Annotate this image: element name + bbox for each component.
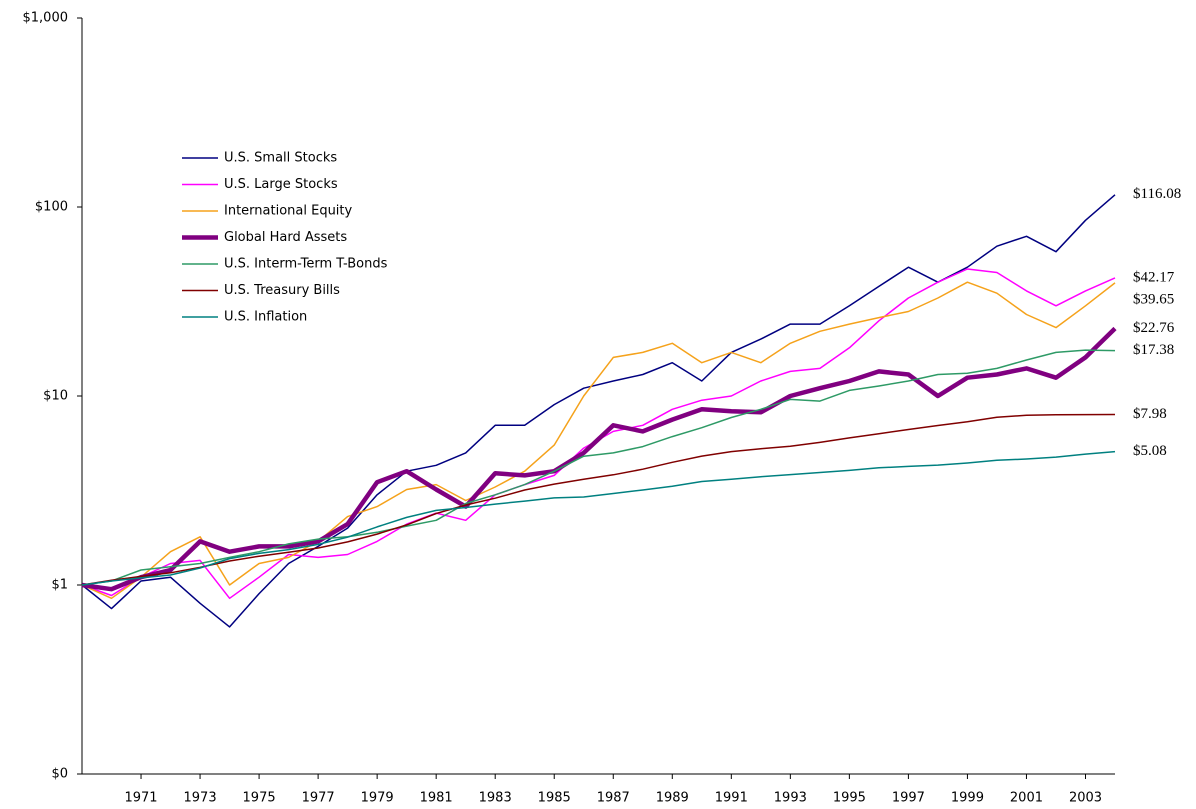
series-line: [81, 413, 1116, 586]
x-tick-label: 1975: [243, 791, 276, 806]
legend-label: International Equity: [224, 204, 353, 219]
value-label: $42.17: [1133, 269, 1175, 285]
y-tick-label: $0: [51, 767, 68, 782]
series-line: [81, 326, 1117, 592]
y-tick-label: $100: [35, 200, 68, 215]
y-tick-label: $1,000: [23, 11, 69, 26]
x-tick-label: 1989: [656, 791, 689, 806]
series-line: [81, 281, 1116, 600]
y-tick-label: $1: [51, 578, 68, 593]
legend-label: U.S. Treasury Bills: [224, 283, 340, 298]
x-tick-label: 2001: [1010, 791, 1043, 806]
series-line: [81, 349, 1116, 586]
series-line: [81, 450, 1116, 586]
x-tick-label: 1985: [538, 791, 571, 806]
legend-label: U.S. Interm-Term T-Bonds: [224, 257, 388, 272]
x-tick-label: 1999: [951, 791, 984, 806]
x-tick-label: 1993: [774, 791, 807, 806]
value-label: $7.98: [1133, 406, 1167, 422]
value-label: $5.08: [1133, 443, 1167, 459]
legend-label: Global Hard Assets: [224, 230, 347, 245]
x-tick-label: 2003: [1069, 791, 1102, 806]
x-tick-label: 1971: [124, 791, 157, 806]
value-label: $39.65: [1133, 291, 1174, 307]
legend-label: U.S. Small Stocks: [224, 151, 337, 166]
x-tick-label: 1981: [420, 791, 453, 806]
x-tick-label: 1987: [597, 791, 630, 806]
legend-label: U.S. Inflation: [224, 310, 307, 325]
value-label: $17.38: [1133, 342, 1174, 358]
x-tick-label: 1979: [361, 791, 394, 806]
x-tick-label: 1995: [833, 791, 866, 806]
value-label: $116.08: [1133, 186, 1181, 202]
legend-label: U.S. Large Stocks: [224, 177, 338, 192]
x-tick-label: 1977: [302, 791, 335, 806]
y-tick-label: $10: [43, 389, 68, 404]
value-label: $22.76: [1133, 320, 1175, 336]
x-tick-label: 1991: [715, 791, 748, 806]
x-tick-label: 1973: [184, 791, 217, 806]
x-tick-label: 1997: [892, 791, 925, 806]
x-tick-label: 1983: [479, 791, 512, 806]
